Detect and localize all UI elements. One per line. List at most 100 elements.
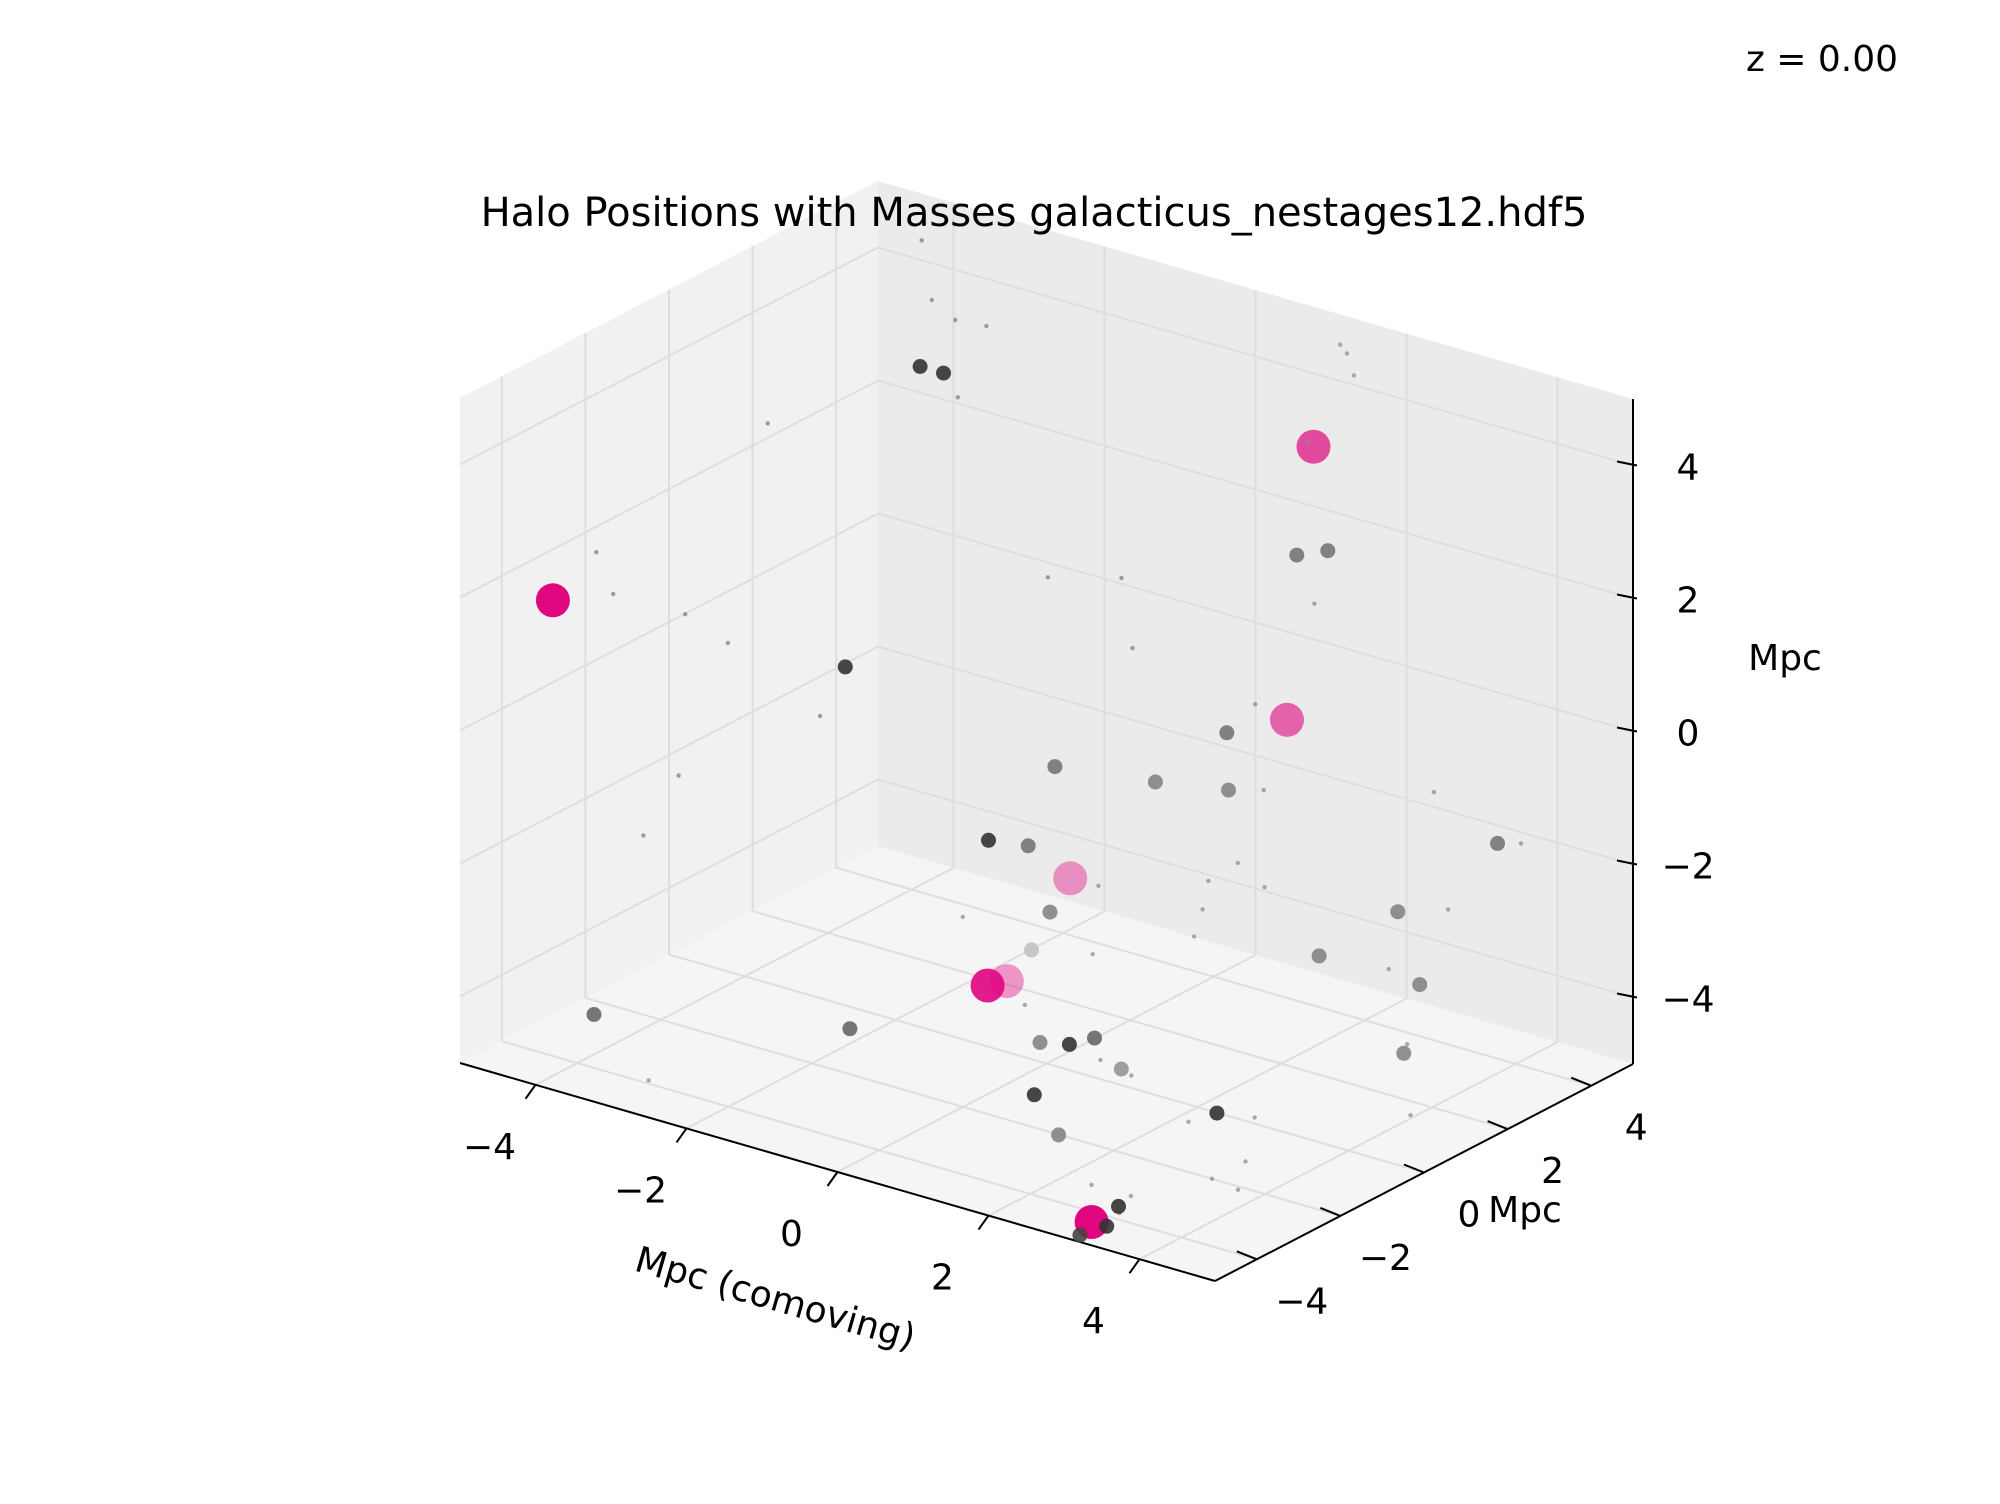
y-tick-label: 2 (1541, 1151, 1564, 1192)
gridline (835, 866, 1592, 1087)
gridline (459, 246, 879, 466)
halo-point (1219, 725, 1235, 741)
halo-point (1096, 883, 1101, 888)
halo-point (1490, 835, 1505, 851)
halo-point (1128, 1193, 1134, 1199)
y-tick-label: 4 (1625, 1108, 1648, 1149)
halo-point (1235, 1187, 1241, 1192)
halo-point (912, 359, 928, 374)
y-axis-label: Mpc (1488, 1190, 1562, 1231)
z-tick-label: −2 (1661, 847, 1714, 888)
halo-point (1147, 774, 1163, 790)
halo-point (594, 550, 599, 555)
halo-point (1206, 878, 1211, 884)
chart-title: Halo Positions with Masses galacticus_ne… (481, 190, 1588, 236)
axes-panes (460, 181, 1633, 1281)
halo-point (1020, 838, 1036, 854)
z-tick (1616, 992, 1638, 999)
halo-point (535, 583, 570, 618)
halo-point (1518, 841, 1524, 846)
x-tick (524, 1084, 537, 1100)
halo-point (683, 612, 688, 617)
y-tick-label: −4 (1275, 1281, 1328, 1322)
z-tick (1616, 460, 1638, 467)
halo-point (1289, 547, 1305, 563)
axis-ticks: −4 −4 −4 −2 −2 −2 0 0 0 2 2 2 4 4 4 (463, 448, 1715, 1343)
halo-point (989, 964, 1024, 999)
halo-point (586, 1007, 602, 1022)
halo-point (1026, 1087, 1042, 1103)
halo-point (1087, 1030, 1102, 1046)
y-tick (1487, 1120, 1508, 1131)
z-tick-label: 2 (1677, 581, 1700, 622)
halo-point (1253, 702, 1258, 707)
x-tick (675, 1127, 688, 1143)
halo-point (1053, 861, 1088, 896)
halo-point (765, 421, 770, 426)
halo-point (646, 1078, 651, 1083)
halo-point (1243, 1159, 1248, 1164)
halo-point (1045, 575, 1051, 580)
halo-point (919, 238, 924, 243)
x-tick-label: 0 (780, 1214, 803, 1255)
halo-point (981, 832, 996, 848)
halo-point (1235, 860, 1241, 866)
halo-point (1261, 787, 1266, 793)
halo-points (535, 238, 1524, 1243)
halo-point (1390, 904, 1406, 920)
halo-point (1119, 575, 1124, 581)
y-tick-label: 0 (1458, 1195, 1481, 1236)
halo-point (1338, 342, 1343, 347)
halo-point (1344, 351, 1350, 356)
halo-point (1111, 1198, 1126, 1214)
halo-point (1099, 1218, 1115, 1234)
halo-point (1130, 645, 1135, 651)
halo-point (1047, 759, 1063, 775)
halo-point (1351, 373, 1357, 378)
z-tick-label: 0 (1677, 714, 1700, 755)
x-tick (977, 1215, 990, 1231)
halo-point (1072, 1227, 1088, 1243)
halo-point (955, 395, 960, 400)
halo-point (1032, 1035, 1048, 1050)
z-tick (1616, 593, 1638, 600)
gridline (877, 379, 1634, 600)
halo-point (984, 323, 989, 329)
x-tick (826, 1171, 839, 1187)
halo-point (1396, 1045, 1412, 1061)
halo-point (1209, 1105, 1225, 1121)
gridline (877, 512, 1634, 733)
halo-point (1445, 907, 1451, 912)
halo-point (970, 968, 1005, 1003)
halo-point (817, 713, 823, 719)
gridline (988, 997, 1407, 1217)
halo-point (1024, 942, 1039, 958)
halo-point (1221, 782, 1236, 798)
y-tick (1236, 1250, 1258, 1261)
halo-point (676, 773, 681, 778)
halo-point (1252, 1115, 1257, 1120)
gridline (1139, 1041, 1558, 1261)
halo-point (837, 659, 853, 675)
halo-point (1408, 1113, 1413, 1118)
halo-point (1405, 1042, 1410, 1047)
z-axis-label: Mpc (1748, 638, 1822, 679)
halo-point (1296, 429, 1331, 464)
z-tick (1616, 859, 1638, 866)
halo-point (1386, 966, 1391, 972)
halo-point (929, 297, 934, 303)
halo-point (1022, 1002, 1028, 1008)
halo-point (1270, 702, 1304, 737)
gridline (459, 379, 879, 599)
halo-point (1098, 1057, 1103, 1063)
halo-point (1051, 1127, 1067, 1143)
halo-point (1209, 1176, 1215, 1182)
y-tick (1403, 1163, 1425, 1174)
halo-point (960, 914, 965, 920)
gridline (668, 953, 1425, 1174)
x-tick (1128, 1258, 1141, 1274)
halo-point (1089, 1182, 1094, 1188)
halo-point (1186, 1119, 1191, 1125)
